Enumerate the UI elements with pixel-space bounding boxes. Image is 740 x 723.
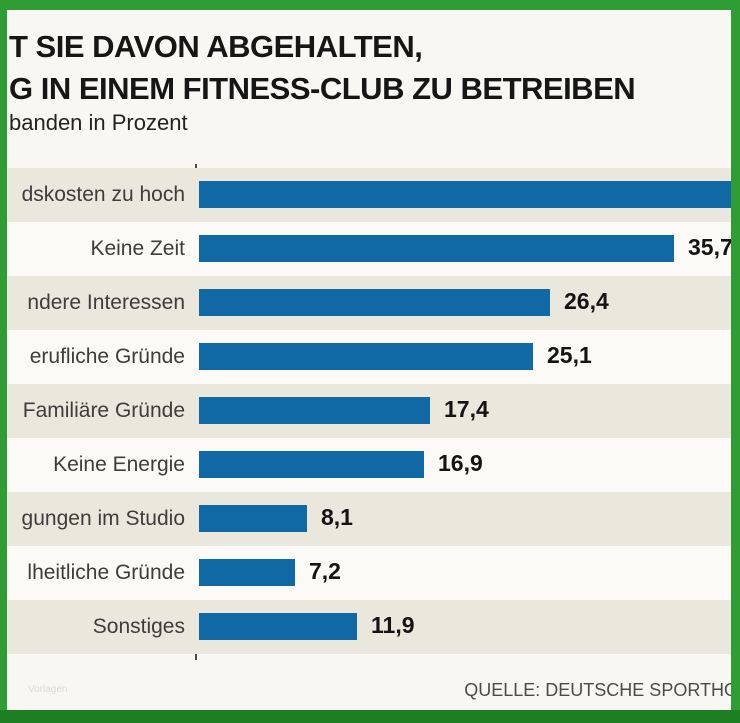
value-label: 7,2 (309, 558, 341, 584)
chart-row: gungen im Studio 8,1 (7, 492, 731, 546)
value-bar (199, 505, 307, 532)
watermark-text: Vorlagen (28, 684, 68, 695)
chart-title-line2: G IN EINEM FITNESS-CLUB ZU BETREIBEN (9, 71, 636, 106)
value-bar (199, 451, 424, 478)
value-bar (199, 613, 357, 640)
chart-row: ndere Interessen 26,4 (7, 276, 731, 330)
chart-row: lheitliche Gründe 7,2 (7, 546, 731, 600)
chart-row: Keine Zeit 35,7 (7, 222, 731, 276)
chart-row: dskosten zu hoch (7, 168, 731, 222)
chart-title: T SIE DAVON ABGEHALTEN, G IN EINEM FITNE… (9, 26, 731, 110)
category-label: lheitliche Gründe (27, 561, 185, 584)
bar-chart: dskosten zu hoch Keine Zeit 35,7 ndere Inte… (7, 168, 731, 654)
category-label: Sonstiges (92, 615, 185, 638)
value-label: 11,9 (371, 612, 415, 638)
value-bar (199, 559, 295, 586)
category-label: Keine Zeit (90, 237, 185, 260)
category-label: dskosten zu hoch (21, 183, 185, 206)
value-bar (199, 181, 731, 208)
value-bar (199, 343, 533, 370)
category-label: ndere Interessen (27, 291, 185, 314)
chart-row: Sonstiges 11,9 (7, 600, 731, 654)
value-label: 26,4 (564, 288, 609, 314)
chart-title-line1: T SIE DAVON ABGEHALTEN, (9, 29, 423, 64)
chart-row: Keine Energie 16,9 (7, 438, 731, 492)
source-credit: QUELLE: DEUTSCHE SPORTHO (464, 680, 731, 700)
value-bar (199, 397, 430, 424)
value-label: 35,7 (688, 234, 731, 260)
category-label: Keine Energie (53, 453, 185, 476)
value-bar (199, 289, 550, 316)
infographic-canvas: T SIE DAVON ABGEHALTEN, G IN EINEM FITNE… (7, 10, 731, 710)
chart-row: Familiäre Gründe 17,4 (7, 384, 731, 438)
category-label: gungen im Studio (21, 507, 185, 530)
value-label: 16,9 (438, 450, 483, 476)
value-bar (199, 235, 674, 262)
value-label: 8,1 (321, 504, 353, 530)
category-label: Familiäre Gründe (22, 399, 185, 422)
value-label: 25,1 (547, 342, 592, 368)
chart-row: erufliche Gründe 25,1 (7, 330, 731, 384)
value-label: 17,4 (444, 396, 489, 422)
category-label: erufliche Gründe (29, 345, 185, 368)
frame-bottom-strip (0, 710, 740, 723)
chart-subtitle: banden in Prozent (9, 110, 188, 135)
